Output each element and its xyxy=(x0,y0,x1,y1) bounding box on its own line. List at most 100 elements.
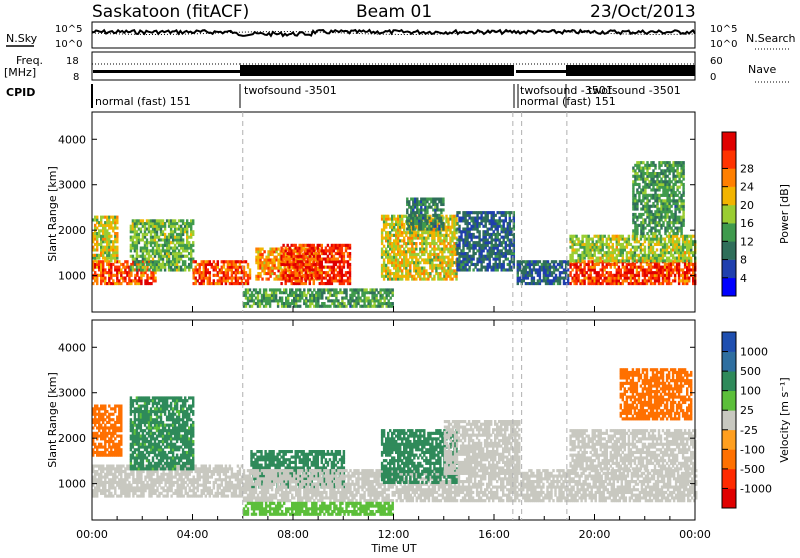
heatmap-cell xyxy=(688,251,691,255)
heatmap-cell xyxy=(411,250,414,254)
heatmap-cell xyxy=(476,257,479,261)
heatmap-cell xyxy=(385,274,388,278)
heatmap-cell xyxy=(429,266,432,270)
heatmap-cell xyxy=(679,251,683,255)
heatmap-cell xyxy=(296,260,299,264)
heatmap-cell xyxy=(506,238,510,242)
heatmap-cell xyxy=(430,222,433,226)
heatmap-cell xyxy=(389,222,392,227)
heatmap-cell xyxy=(135,235,139,239)
heatmap-cell xyxy=(429,255,432,259)
heatmap-cell xyxy=(655,271,659,275)
heatmap-cell xyxy=(248,304,252,308)
heatmap-cell xyxy=(451,250,454,254)
heatmap-cell xyxy=(536,279,540,283)
heatmap-cell xyxy=(462,260,465,264)
heatmap-cell xyxy=(636,202,639,206)
heatmap-cell xyxy=(427,272,430,276)
heatmap-cell xyxy=(202,273,206,277)
heatmap-cell xyxy=(662,207,665,211)
heatmap-cell xyxy=(617,242,621,247)
noise-right-tick-bottom: 10^0 xyxy=(710,39,737,50)
heatmap-cell xyxy=(658,172,661,176)
heatmap-cell xyxy=(114,256,117,260)
heatmap-cell xyxy=(377,299,380,303)
heatmap-cell xyxy=(518,265,522,269)
heatmap-cell xyxy=(291,302,294,306)
heatmap-cell xyxy=(516,265,520,269)
heatmap-cell xyxy=(338,243,342,247)
heatmap-cell xyxy=(395,255,398,259)
heatmap-cell xyxy=(340,276,344,280)
heatmap-cell xyxy=(510,227,514,231)
heatmap-cell xyxy=(643,279,647,283)
heatmap-cell xyxy=(397,228,400,232)
heatmap-cell xyxy=(157,262,161,267)
heatmap-cell xyxy=(147,222,151,226)
heatmap-cell xyxy=(453,222,456,227)
heatmap-cell xyxy=(387,222,390,227)
heatmap-cell xyxy=(671,268,675,272)
heatmap-cell xyxy=(571,237,574,241)
heatmap-cell xyxy=(332,249,336,253)
heatmap-cell xyxy=(340,279,344,283)
heatmap-cell xyxy=(106,271,109,275)
heatmap-cell xyxy=(151,222,155,226)
heatmap-cell xyxy=(534,260,538,264)
heatmap-cell xyxy=(116,251,119,255)
heatmap-cell xyxy=(155,227,159,231)
heatmap-cell xyxy=(603,279,606,283)
heatmap-cell xyxy=(286,273,289,277)
heatmap-cell xyxy=(654,163,657,167)
heatmap-cell xyxy=(206,279,210,283)
heatmap-cell xyxy=(660,169,663,173)
heatmap-cell xyxy=(284,257,287,261)
heatmap-cell xyxy=(658,182,661,187)
heatmap-cell xyxy=(676,218,679,222)
heatmap-cell xyxy=(468,243,471,247)
heatmap-cell xyxy=(536,262,540,267)
heatmap-cell xyxy=(633,253,637,257)
heatmap-cell xyxy=(333,288,336,292)
heatmap-cell xyxy=(415,263,418,267)
heatmap-cell xyxy=(406,202,409,207)
heatmap-cell xyxy=(246,282,250,286)
heatmap-cell xyxy=(242,302,246,306)
heatmap-cell xyxy=(550,265,554,269)
heatmap-cell xyxy=(504,252,508,256)
heatmap-cell xyxy=(280,271,283,275)
heatmap-cell xyxy=(646,161,649,165)
heatmap-cell xyxy=(603,253,606,257)
date-label: 23/Oct/2013 xyxy=(590,2,696,22)
heatmap-cell xyxy=(298,279,301,283)
heatmap-cell xyxy=(676,185,679,189)
heatmap-cell xyxy=(102,215,105,219)
heatmap-cell xyxy=(633,259,637,263)
heatmap-cell xyxy=(599,240,602,244)
heatmap-cell xyxy=(575,268,578,272)
heatmap-cell xyxy=(615,237,619,241)
heatmap-cell xyxy=(445,225,448,229)
heatmap-cell xyxy=(246,296,250,300)
heatmap-cell xyxy=(380,269,384,273)
heatmap-cell xyxy=(92,265,95,269)
heatmap-cell xyxy=(92,256,95,260)
heatmap-cell xyxy=(663,273,667,277)
heatmap-cell xyxy=(316,273,320,277)
heatmap-cell xyxy=(415,269,418,273)
heatmap-cell xyxy=(433,244,436,248)
heatmap-cell xyxy=(184,265,187,269)
heatmap-cell xyxy=(597,237,600,241)
heatmap-cell xyxy=(173,257,177,261)
heatmap-cell xyxy=(666,212,669,217)
heatmap-cell xyxy=(320,252,324,256)
heatmap-cell xyxy=(458,238,461,242)
heatmap-cell xyxy=(304,254,308,258)
heatmap-cell xyxy=(619,282,623,286)
heatmap-cell xyxy=(120,282,123,286)
heatmap-cell xyxy=(668,172,671,176)
heatmap-cell xyxy=(664,215,667,219)
heatmap-cell xyxy=(367,304,370,308)
heatmap-cell xyxy=(184,260,187,264)
heatmap-cell xyxy=(114,226,117,230)
